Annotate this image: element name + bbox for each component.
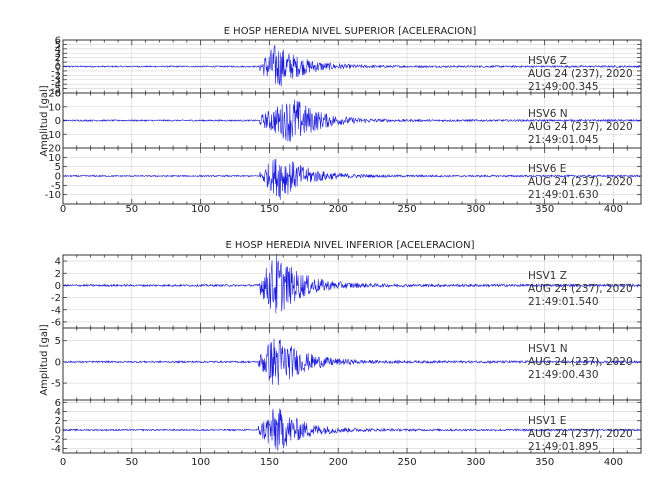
waveform-line bbox=[62, 159, 641, 200]
y-tick-label: 0 bbox=[55, 281, 61, 292]
time-label: 21:49:01.895 bbox=[528, 441, 599, 453]
y-tick-label: -5 bbox=[51, 379, 61, 390]
x-tick-label: 400 bbox=[604, 204, 623, 215]
y-tick-label: 6 bbox=[55, 36, 61, 47]
y-tick-label: -4 bbox=[51, 305, 61, 316]
y-tick-label: -10 bbox=[45, 130, 61, 141]
waveform-line bbox=[62, 99, 641, 142]
station-label: HSV6 N bbox=[528, 108, 568, 120]
x-tick-label: 350 bbox=[535, 204, 554, 215]
station-label: HSV1 E bbox=[528, 415, 566, 427]
station-label: HSV1 Z bbox=[528, 270, 567, 282]
y-tick-label: 2 bbox=[55, 416, 61, 427]
x-tick-label: 350 bbox=[535, 457, 554, 468]
date-label: AUG 24 (237), 2020 bbox=[528, 68, 633, 80]
y-tick-label: 5 bbox=[55, 336, 61, 347]
date-label: AUG 24 (237), 2020 bbox=[528, 356, 633, 368]
waveform-line bbox=[62, 254, 641, 314]
y-tick-label: 4 bbox=[55, 257, 61, 268]
y-tick-label: 0 bbox=[55, 172, 61, 183]
time-label: 21:49:01.540 bbox=[528, 296, 599, 308]
y-tick-label: 4 bbox=[55, 44, 61, 55]
chart-title-superior: E HOSP HEREDIA NIVEL SUPERIOR [ACELERACI… bbox=[224, 26, 477, 37]
y-tick-label: 0 bbox=[55, 116, 61, 127]
date-label: AUG 24 (237), 2020 bbox=[528, 283, 633, 295]
y-tick-label: 1 bbox=[55, 58, 61, 69]
y-tick-label: -6 bbox=[51, 317, 61, 328]
y-tick-label: 0 bbox=[55, 62, 61, 73]
y-tick-label: -2 bbox=[51, 293, 61, 304]
y-tick-label: -1 bbox=[51, 66, 61, 77]
y-tick-label: -3 bbox=[51, 75, 61, 86]
y-tick-label: 5 bbox=[55, 162, 61, 173]
waveform-line bbox=[62, 338, 641, 386]
x-tick-label: 250 bbox=[398, 204, 417, 215]
x-tick-label: 200 bbox=[329, 204, 348, 215]
station-label: HSV6 E bbox=[528, 163, 566, 175]
y-tick-label: -5 bbox=[51, 181, 61, 192]
x-tick-label: 100 bbox=[191, 457, 210, 468]
x-tick-label: 50 bbox=[125, 457, 138, 468]
x-tick-label: 100 bbox=[191, 204, 210, 215]
trace-frame bbox=[62, 147, 642, 205]
x-tick-label: 300 bbox=[466, 457, 485, 468]
y-tick-label: 0 bbox=[55, 357, 61, 368]
trace-frame bbox=[62, 399, 642, 454]
time-label: 21:49:00.430 bbox=[528, 369, 599, 381]
y-tick-label: 2 bbox=[55, 53, 61, 64]
y-tick-label: -4 bbox=[51, 444, 61, 455]
y-tick-label: -6 bbox=[51, 89, 61, 100]
y-tick-label: 10 bbox=[48, 153, 61, 164]
x-tick-label: 150 bbox=[260, 204, 279, 215]
time-label: 21:49:01.045 bbox=[528, 134, 599, 146]
y-tick-label: 0 bbox=[55, 425, 61, 436]
y-tick-label: 6 bbox=[55, 398, 61, 409]
time-label: 21:49:00.345 bbox=[528, 81, 599, 93]
y-tick-label: 10 bbox=[48, 102, 61, 113]
y-tick-label: -20 bbox=[45, 144, 61, 155]
date-label: AUG 24 (237), 2020 bbox=[528, 176, 633, 188]
y-tick-label: -5 bbox=[51, 84, 61, 95]
station-label: HSV6 Z bbox=[528, 55, 567, 67]
x-tick-label: 0 bbox=[60, 457, 66, 468]
date-label: AUG 24 (237), 2020 bbox=[528, 428, 633, 440]
y-tick-label: -4 bbox=[51, 80, 61, 91]
y-tick-label: 2 bbox=[55, 269, 61, 280]
waveform-line bbox=[62, 44, 641, 87]
y-tick-label: -10 bbox=[45, 190, 61, 201]
date-label: AUG 24 (237), 2020 bbox=[528, 121, 633, 133]
y-tick-label: 20 bbox=[48, 89, 61, 100]
y-axis-label-superior: Amplitud [gal] bbox=[39, 85, 50, 156]
y-tick-label: -2 bbox=[51, 435, 61, 446]
x-tick-label: 150 bbox=[260, 457, 279, 468]
y-tick-label: 3 bbox=[55, 49, 61, 60]
time-label: 21:49:01.630 bbox=[528, 189, 599, 201]
x-tick-label: 400 bbox=[604, 457, 623, 468]
chart-title-inferior: E HOSP HEREDIA NIVEL INFERIOR [ACELERACI… bbox=[225, 240, 474, 251]
waveform-line bbox=[62, 408, 641, 451]
x-tick-label: 250 bbox=[398, 457, 417, 468]
x-tick-label: 200 bbox=[329, 457, 348, 468]
y-tick-label: 4 bbox=[55, 407, 61, 418]
y-tick-label: -2 bbox=[51, 71, 61, 82]
station-label: HSV1 N bbox=[528, 343, 568, 355]
x-tick-label: 50 bbox=[125, 204, 138, 215]
y-axis-label-inferior: Amplitud [gal] bbox=[39, 324, 50, 395]
x-tick-label: 0 bbox=[60, 204, 66, 215]
x-tick-label: 300 bbox=[466, 204, 485, 215]
y-tick-label: 5 bbox=[55, 40, 61, 51]
